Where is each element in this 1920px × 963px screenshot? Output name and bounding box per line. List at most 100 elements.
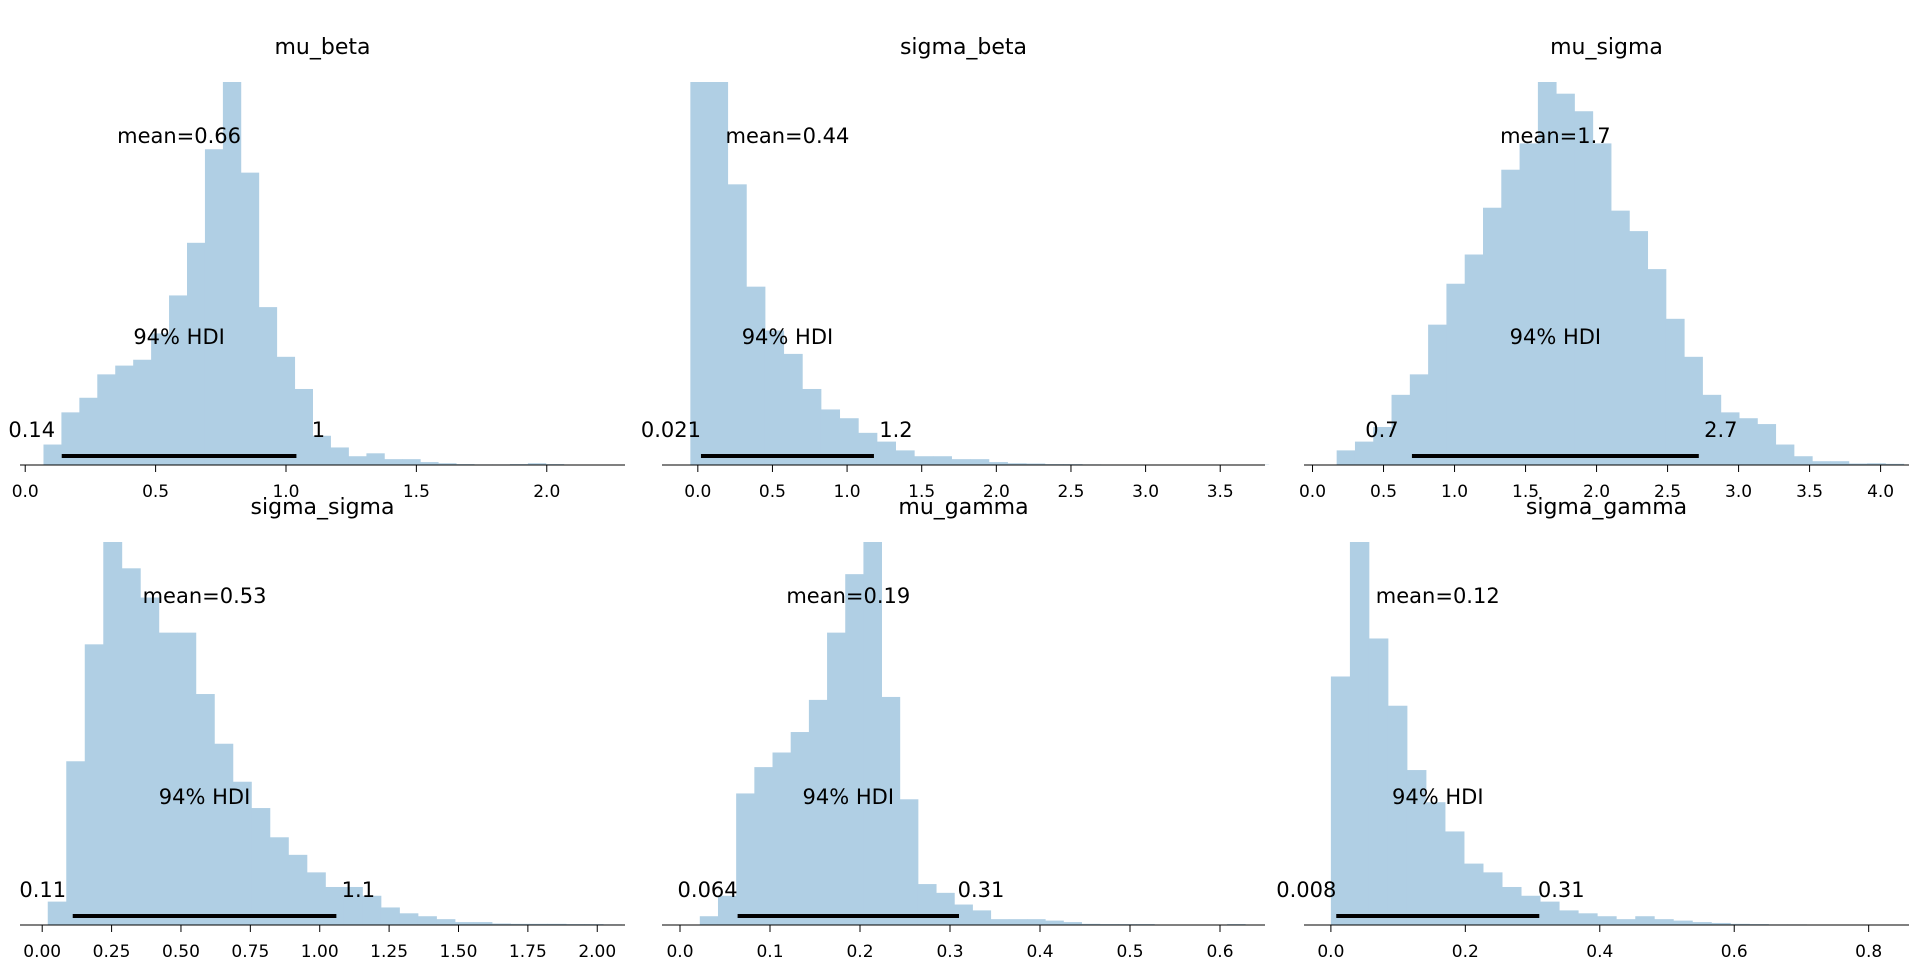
histogram-bar	[988, 462, 1008, 465]
histogram-bar	[84, 644, 104, 925]
histogram-bar	[858, 432, 878, 465]
histogram-bar	[195, 694, 215, 925]
histogram-bar	[746, 286, 766, 465]
x-tick-label: 3.0	[1725, 482, 1752, 502]
panel-mu-beta: 0.0 0.5 1.0 1.5 2.0 mu_beta mean=0.66 94% HD…	[8, 35, 625, 502]
histogram-bar	[438, 463, 457, 465]
histogram-bar	[1629, 231, 1649, 465]
histogram-bar	[1848, 463, 1868, 465]
x-tick-label: 0.75	[231, 942, 269, 962]
histogram-bar	[1611, 210, 1630, 465]
histogram-bar	[990, 919, 1010, 925]
histogram-bar	[1045, 920, 1064, 925]
histogram-bar	[1081, 923, 1101, 925]
hdi-low-label: 0.14	[8, 418, 55, 442]
histogram-bar	[863, 542, 882, 925]
histogram-bar	[312, 435, 331, 465]
histogram-bar	[917, 884, 937, 925]
x-tick-label: 0.0	[12, 482, 39, 502]
x-tick-label: 0.25	[93, 942, 131, 962]
histogram-bar	[527, 463, 547, 465]
hdi-high-label: 0.31	[958, 878, 1005, 902]
histogram-bar	[1428, 324, 1447, 465]
histogram-bar	[1008, 919, 1028, 925]
x-tick-label: 0.0	[1317, 942, 1344, 962]
histogram-bar	[1720, 412, 1740, 465]
hdi-high-label: 1	[312, 418, 325, 442]
x-tick-label: 0.5	[142, 482, 169, 502]
mean-label: mean=0.19	[786, 584, 910, 608]
histogram-bar	[115, 365, 134, 465]
histogram-bar	[187, 242, 206, 465]
histogram-bar	[1409, 374, 1429, 465]
histogram-bar	[1426, 802, 1446, 925]
histogram-bar	[1578, 913, 1598, 925]
histogram-bar	[709, 82, 729, 465]
histogram-bar	[876, 441, 896, 465]
x-tick-label: 1.0	[1441, 482, 1468, 502]
histogram-bar	[1406, 770, 1427, 925]
x-tick-label: 0.8	[1855, 942, 1882, 962]
histogram-bar	[402, 459, 421, 465]
histogram-bar	[294, 388, 313, 465]
histogram-bar	[1464, 863, 1484, 925]
histogram-bar	[783, 353, 803, 465]
histogram-bar	[169, 295, 188, 465]
histogram-bar	[1692, 922, 1712, 925]
histogram-bar	[1349, 542, 1370, 925]
hdi-label: 94% HDI	[742, 325, 834, 349]
histogram-bar	[717, 895, 737, 925]
histogram-bar	[899, 799, 919, 925]
histogram-bar	[881, 696, 901, 925]
histogram-bar	[1026, 463, 1046, 465]
histogram-bar	[802, 388, 822, 465]
histogram-bar	[121, 568, 141, 925]
hdi-label: 94% HDI	[159, 785, 251, 809]
histogram-bar	[839, 418, 859, 465]
histogram-bar	[399, 913, 419, 925]
hdi-high-label: 0.31	[1538, 878, 1585, 902]
x-tick-label: 3.5	[1207, 482, 1234, 502]
x-tick-label: 2.5	[1654, 482, 1681, 502]
histogram-bar	[895, 450, 915, 465]
hdi-low-label: 0.008	[1276, 878, 1336, 902]
histogram-bar	[808, 699, 828, 925]
hdi-high-label: 1.1	[342, 878, 375, 902]
histogram-bar	[1673, 920, 1693, 925]
histogram-bar	[47, 901, 67, 925]
histogram-bar	[954, 904, 973, 925]
histogram-bar	[276, 356, 296, 465]
x-tick-label: 4.0	[1867, 482, 1894, 502]
x-tick-label: 0.4	[1586, 942, 1613, 962]
histogram-bar	[1502, 886, 1522, 925]
x-tick-label: 0.6	[1721, 942, 1748, 962]
histogram-bar	[61, 412, 80, 465]
histogram-bar	[1793, 456, 1813, 465]
x-tick-label: 1.5	[908, 482, 935, 502]
histogram-bar	[1537, 82, 1557, 465]
histogram-bar	[1373, 426, 1392, 465]
x-tick-label: 2.00	[578, 942, 616, 962]
histogram-bar	[222, 82, 242, 465]
histogram-bar	[690, 82, 710, 465]
histogram-bar	[754, 767, 773, 925]
histogram-bar	[790, 732, 810, 925]
histogram-bar	[269, 837, 289, 925]
x-tick-label: 1.25	[370, 942, 408, 962]
histogram-bar	[251, 808, 271, 925]
histogram-bar	[1812, 461, 1831, 465]
x-tick-label: 1.50	[440, 942, 478, 962]
histogram-bar	[380, 907, 400, 925]
histogram-bar	[510, 923, 530, 925]
x-tick-label: 2.0	[983, 482, 1010, 502]
x-tick-label: 1.5	[403, 482, 430, 502]
histogram-bar	[43, 444, 62, 465]
x-tick-label: 0.0	[1299, 482, 1326, 502]
panel-title: sigma_beta	[900, 35, 1027, 60]
histogram-bar	[1867, 463, 1886, 465]
histogram-bar	[1830, 461, 1850, 465]
mean-label: mean=1.7	[1500, 124, 1611, 148]
histogram-bar	[932, 456, 952, 465]
x-tick-label: 0.6	[1206, 942, 1233, 962]
histogram-bar	[473, 922, 493, 925]
